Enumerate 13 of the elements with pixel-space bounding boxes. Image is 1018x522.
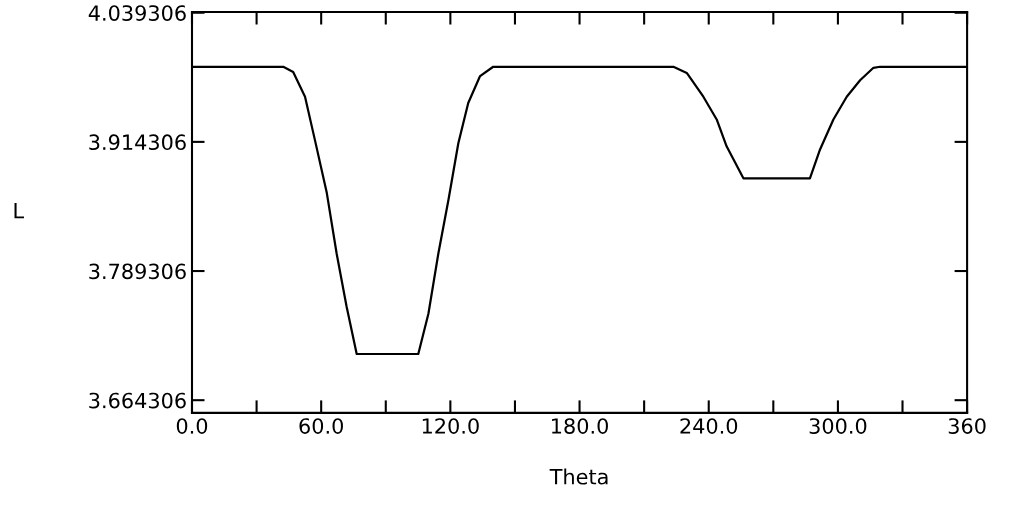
x-tick-label: 60.0 bbox=[299, 418, 343, 434]
x-tick-label: 120.0 bbox=[422, 418, 479, 434]
y-tick-label: 3.664306 bbox=[89, 392, 186, 409]
y-tick-label: 3.789306 bbox=[89, 263, 186, 280]
x-tick-label: 240.0 bbox=[680, 418, 738, 434]
y-tick-label: 4.039306 bbox=[88, 5, 186, 21]
x-tick-label: 180.0 bbox=[552, 418, 608, 434]
y-tick-label: 3.914306 bbox=[89, 134, 186, 151]
x-tick-label: 360 bbox=[948, 418, 986, 434]
x-axis-title: Theta bbox=[549, 468, 608, 485]
x-tick-label: 300.0 bbox=[809, 418, 867, 434]
y-axis-title: L bbox=[14, 203, 24, 219]
x-tick-label: 0.0 bbox=[176, 418, 208, 434]
